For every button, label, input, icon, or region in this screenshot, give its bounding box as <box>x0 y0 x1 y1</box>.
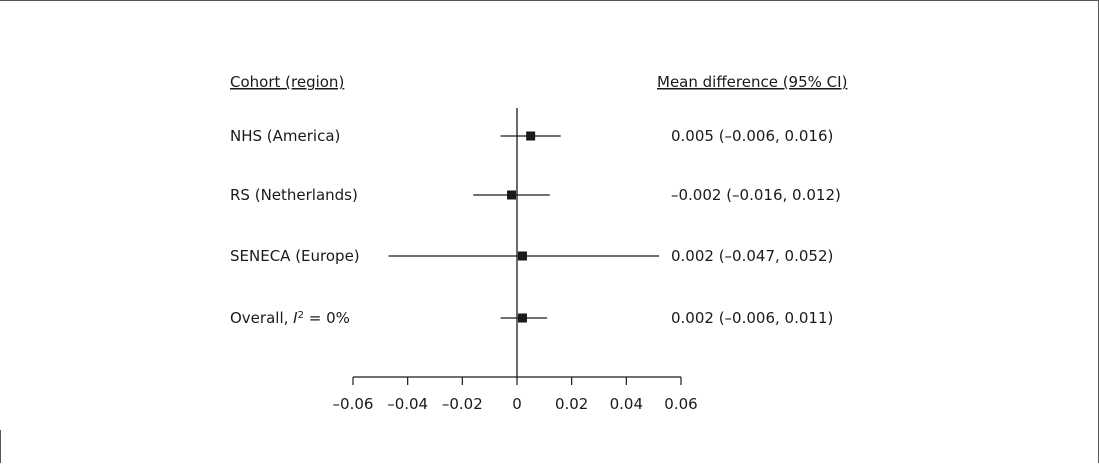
point-estimate-marker <box>517 251 527 261</box>
x-tick-label: 0.02 <box>555 395 588 413</box>
x-tick-label: 0.04 <box>610 395 643 413</box>
label-column-header: Cohort (region) <box>230 73 344 91</box>
x-axis: –0.06 –0.04 –0.02 0 0.02 0.04 0.06 <box>333 376 698 413</box>
x-tick-label: –0.04 <box>387 395 428 413</box>
row-label: NHS (America) <box>230 127 340 145</box>
x-tick-label: –0.02 <box>442 395 483 413</box>
estimate-ci-text: 0.005 (–0.006, 0.016) <box>671 127 833 145</box>
estimate-ci-text: –0.002 (–0.016, 0.012) <box>671 186 841 204</box>
x-tick-label: –0.06 <box>333 395 374 413</box>
row-label: Overall, I2 = 0% <box>230 309 350 327</box>
point-estimate-marker <box>526 131 536 141</box>
row-label: RS (Netherlands) <box>230 186 358 204</box>
estimate-ci-text: 0.002 (–0.047, 0.052) <box>671 247 833 265</box>
row-label: SENECA (Europe) <box>230 247 360 265</box>
point-estimate-marker <box>517 313 527 323</box>
point-estimate-marker <box>507 190 517 200</box>
x-tick-label: 0.06 <box>664 395 697 413</box>
x-tick-label: 0 <box>512 395 522 413</box>
estimate-ci-text: 0.002 (–0.006, 0.011) <box>671 309 833 327</box>
forest-rows: NHS (America) 0.005 (–0.006, 0.016) RS (Ne… <box>230 108 841 377</box>
estimate-column-header: Mean difference (95% CI) <box>657 73 847 91</box>
